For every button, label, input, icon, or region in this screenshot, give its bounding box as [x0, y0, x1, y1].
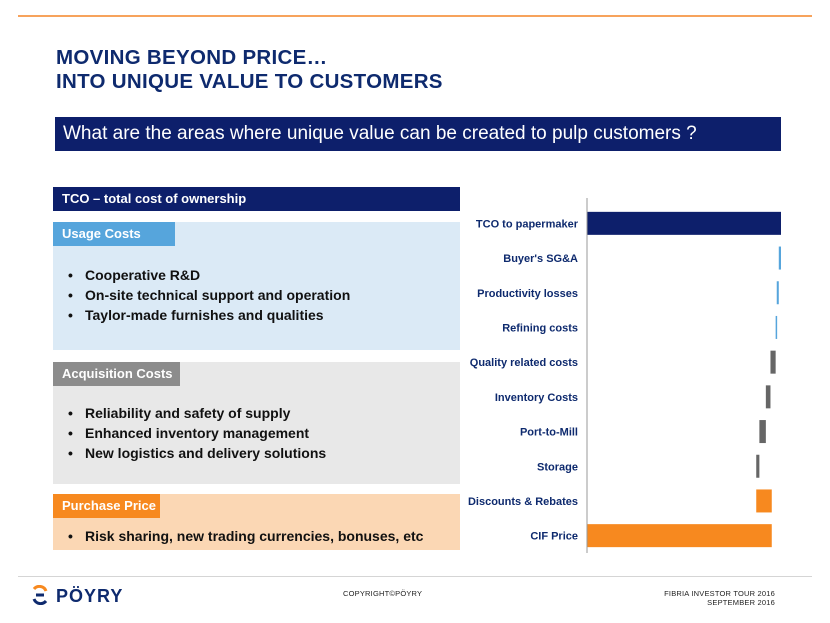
category-label: TCO to papermaker — [476, 218, 579, 230]
event-info: FIBRIA INVESTOR TOUR 2016 SEPTEMBER 2016 — [664, 589, 775, 607]
category-label: Storage — [537, 461, 578, 473]
bullet-text: Taylor-made furnishes and qualities — [85, 307, 324, 323]
footer-rule — [18, 576, 812, 577]
acquisition-bullet-list: • Reliability and safety of supply • Enhan… — [67, 403, 326, 463]
title-line-1: MOVING BEYOND PRICE… — [56, 46, 328, 69]
category-label: Inventory Costs — [495, 392, 578, 404]
category-label: Quality related costs — [470, 357, 578, 369]
bullet-text: Cooperative R&D — [85, 267, 201, 283]
purchase-bullet-list: • Risk sharing, new trading currencies, b… — [67, 526, 423, 546]
category-label: CIF Price — [530, 531, 578, 543]
purchase-price-label: Purchase Price — [53, 494, 160, 518]
usage-costs-panel: Usage Costs • Cooperative R&D • On-site te… — [53, 222, 460, 350]
list-item: • Enhanced inventory management — [68, 425, 310, 441]
waterfall-bar — [756, 489, 772, 513]
bullet-text: Enhanced inventory management — [85, 425, 310, 441]
category-label: Discounts & Rebates — [468, 496, 578, 508]
list-item: • Risk sharing, new trading currencies, b… — [68, 528, 424, 544]
list-item: • Cooperative R&D — [68, 267, 201, 283]
category-label: Refining costs — [502, 322, 578, 334]
title-line-2: INTO UNIQUE VALUE TO CUSTOMERS — [56, 70, 443, 93]
tco-waterfall-chart: TCO to papermaker Buyer's SG&A Productivit… — [468, 198, 781, 553]
copyright: COPYRIGHT©PÖYRY — [343, 589, 423, 598]
list-item: • Reliability and safety of supply — [68, 405, 291, 421]
acquisition-costs-label: Acquisition Costs — [53, 362, 180, 386]
category-label: Productivity losses — [477, 288, 578, 300]
list-item: • Taylor-made furnishes and qualities — [68, 307, 324, 323]
acquisition-costs-panel: Acquisition Costs • Reliability and safet… — [53, 362, 460, 484]
waterfall-bar — [587, 524, 772, 548]
purchase-price-panel: Purchase Price • Risk sharing, new tradin… — [53, 494, 460, 550]
usage-bullet-list: • Cooperative R&D • On-site technical supp… — [67, 265, 350, 325]
waterfall-bar — [587, 211, 781, 235]
logo-text: PÖYRY — [56, 586, 123, 605]
question-banner: What are the areas where unique value ca… — [55, 117, 781, 151]
event-line-1: FIBRIA INVESTOR TOUR 2016 — [664, 589, 775, 598]
page-title: MOVING BEYOND PRICE… INTO UNIQUE VALUE T… — [56, 46, 443, 94]
category-label: Buyer's SG&A — [503, 253, 578, 265]
bullet-text: Risk sharing, new trading currencies, bo… — [85, 528, 424, 544]
event-line-2: SEPTEMBER 2016 — [707, 598, 775, 607]
category-label: Port-to-Mill — [520, 427, 578, 439]
waterfall-bar — [759, 420, 766, 444]
bullet-text: On-site technical support and operation — [85, 287, 351, 303]
waterfall-bar — [776, 281, 779, 305]
header-rule — [18, 15, 812, 17]
waterfall-bar — [775, 315, 778, 339]
usage-costs-label: Usage Costs — [53, 222, 175, 246]
bullet-text: New logistics and delivery solutions — [85, 445, 327, 461]
list-item: • On-site technical support and operation — [68, 287, 351, 303]
poyry-logo: PÖYRY — [32, 585, 123, 605]
tco-header: TCO – total cost of ownership — [53, 187, 460, 211]
list-item: • New logistics and delivery solutions — [68, 445, 327, 461]
waterfall-bar — [778, 246, 781, 270]
waterfall-bar — [770, 350, 776, 374]
waterfall-bar — [756, 454, 760, 478]
waterfall-bar — [765, 385, 771, 409]
bullet-text: Reliability and safety of supply — [85, 405, 291, 421]
